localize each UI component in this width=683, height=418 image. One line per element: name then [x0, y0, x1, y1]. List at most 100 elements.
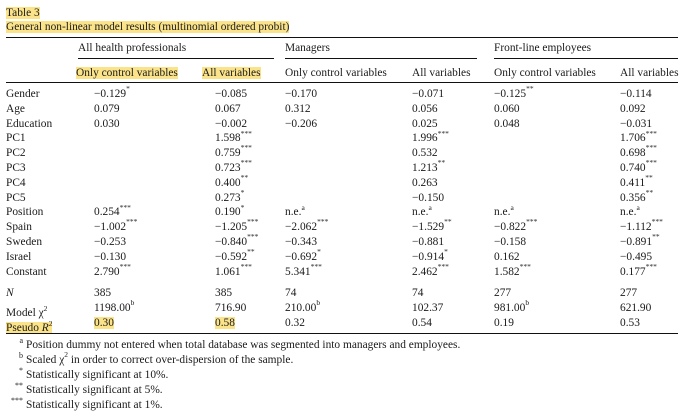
- column-header-6: All variables: [620, 67, 679, 79]
- group-underline-all: [78, 58, 274, 59]
- table-cell: −0.129*: [94, 84, 130, 100]
- table-cell: n.e.a: [412, 202, 432, 219]
- stat-cell: 210.00b: [285, 298, 321, 315]
- table-cell: −0.891**: [620, 232, 660, 248]
- table-cell: 0.356**: [620, 187, 654, 204]
- stat-cell: 0.53: [620, 317, 640, 330]
- stat-cell: 385: [94, 287, 112, 299]
- table-cell: 0.079: [94, 102, 120, 115]
- stat-cell: 621.90: [620, 302, 652, 315]
- stat-cell: 74: [412, 287, 424, 299]
- table-cell: 0.698***: [620, 143, 657, 160]
- top-rule: [6, 37, 678, 38]
- table-cell: 5.341***: [285, 261, 322, 278]
- table-cell: 0.056: [412, 102, 438, 115]
- table-cell: 1.061***: [215, 261, 252, 278]
- table-cell: 2.462***: [412, 261, 449, 278]
- footnote: b Scaled χ2 in order to correct over-disp…: [19, 350, 294, 366]
- row-label-pc4: PC4: [6, 176, 26, 189]
- table-cell: 0.532: [412, 147, 438, 160]
- table-cell: −0.158: [494, 236, 527, 248]
- table-cell: −0.822***: [494, 217, 538, 234]
- stat-cell: 1198.00b: [94, 298, 135, 315]
- table-cell: −0.692*: [285, 247, 321, 263]
- table-cell: 1.213**: [412, 158, 446, 174]
- row-label-position: Position: [6, 206, 44, 219]
- table-cell: 0.177***: [620, 261, 657, 278]
- table-cell: −0.343: [285, 236, 318, 248]
- table-cell: −0.592**: [215, 247, 255, 263]
- group-header-managers: Managers: [285, 42, 330, 54]
- table-cell: −0.114: [620, 88, 652, 100]
- row-label-spain: Spain: [6, 221, 32, 234]
- row-label-pc2: PC2: [6, 147, 26, 160]
- column-header-4: All variables: [412, 67, 471, 79]
- table-cell: −1.002***: [94, 217, 138, 234]
- table-cell: −0.125**: [494, 84, 534, 100]
- group-underline-managers: [285, 58, 477, 59]
- table-cell: −1.529**: [412, 217, 452, 234]
- stat-cell: 0.32: [285, 317, 305, 330]
- column-header-3: Only control variables: [285, 67, 387, 79]
- table-cell: 0.190*: [215, 202, 245, 219]
- table-cell: −0.914*: [412, 247, 448, 263]
- table-cell: 0.162: [494, 250, 520, 263]
- table-cell: −0.881: [412, 236, 445, 248]
- table-cell: n.e.a: [285, 202, 305, 219]
- row-label-constant: Constant: [6, 265, 47, 278]
- table-cell: 1.582***: [494, 261, 531, 278]
- table-title: General non-linear model results (multin…: [6, 21, 290, 33]
- table-cell: −0.170: [285, 88, 318, 100]
- footnote: * Statistically significant at 10%.: [19, 366, 169, 381]
- row-label-israel: Israel: [6, 250, 32, 263]
- row-label-education: Education: [6, 117, 53, 130]
- stat-cell: 0.58: [215, 317, 235, 330]
- stat-cell: 0.54: [412, 317, 432, 330]
- footnote: ** Statistically significant at 5%.: [15, 381, 163, 396]
- table-cell: n.e.a: [494, 202, 514, 219]
- table-cell: 0.273*: [215, 187, 245, 204]
- footnote: a Position dummy not entered when total d…: [19, 336, 461, 351]
- table-cell: 0.263: [412, 176, 438, 189]
- table-cell: −0.002: [215, 117, 248, 130]
- table-cell: −0.085: [215, 88, 248, 100]
- stat-label-2: Pseudo R2: [6, 319, 53, 335]
- stat-cell: 981.00b: [494, 298, 530, 315]
- table-cell: 0.067: [215, 102, 241, 115]
- group-underline-frontline: [494, 58, 678, 59]
- table-cell: 0.759***: [215, 143, 252, 160]
- stat-cell: 385: [215, 287, 233, 299]
- table-cell: 0.312: [285, 102, 311, 115]
- row-label-pc3: PC3: [6, 162, 26, 174]
- table-cell: 0.092: [620, 102, 646, 115]
- table-cell: −0.495: [620, 250, 653, 263]
- stat-cell: 277: [494, 287, 512, 299]
- column-header-2: All variables: [202, 67, 261, 79]
- stat-cell: 0.30: [94, 317, 114, 330]
- stat-label-1: Model χ2: [6, 304, 48, 319]
- table-cell: 0.025: [412, 117, 438, 130]
- stat-cell: 277: [620, 287, 638, 299]
- stat-label-0: N: [6, 287, 14, 299]
- table-cell: −2.062***: [285, 217, 329, 234]
- table-cell: 0.048: [494, 117, 520, 130]
- table-cell: 0.254***: [94, 202, 131, 219]
- table-cell: −0.840***: [215, 232, 259, 248]
- stat-cell: 74: [285, 287, 297, 299]
- table-cell: −0.071: [412, 88, 445, 100]
- table-cell: −0.206: [285, 117, 318, 130]
- table-cell: −0.253: [94, 236, 127, 248]
- table-cell: 0.411**: [620, 173, 653, 189]
- group-header-all: All health professionals: [78, 42, 187, 54]
- row-label-age: Age: [6, 102, 25, 115]
- table-cell: 0.723***: [215, 158, 252, 174]
- table-cell: −1.112***: [620, 217, 663, 234]
- table-cell: 1.996***: [412, 128, 449, 145]
- table-cell: −0.130: [94, 250, 127, 263]
- table-cell: n.e.a: [620, 202, 640, 219]
- table-cell: 1.598***: [215, 128, 252, 145]
- column-header-1: Only control variables: [76, 67, 178, 79]
- table-cell: −1.205***: [215, 217, 259, 234]
- stat-cell: 0.19: [494, 317, 514, 330]
- header-rule: [6, 82, 678, 83]
